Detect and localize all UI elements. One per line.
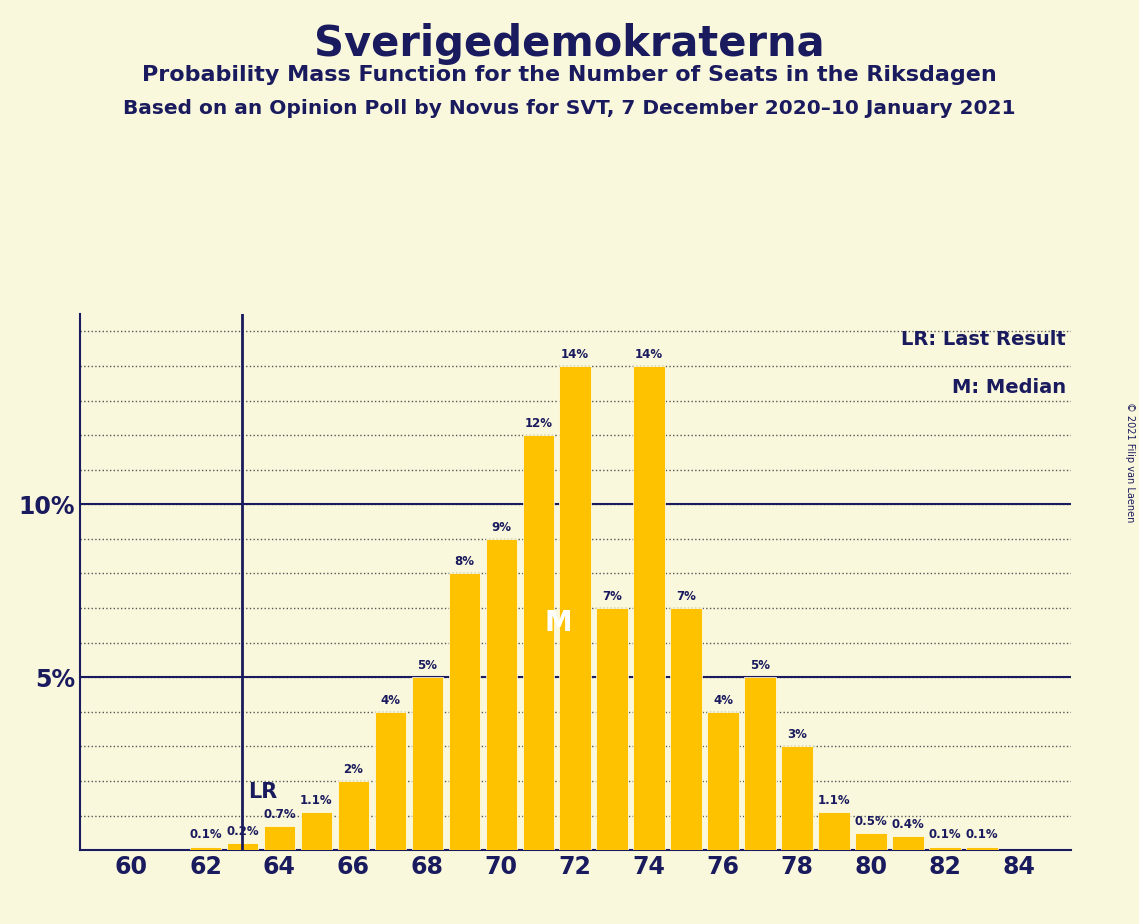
Bar [337, 781, 369, 850]
Text: 7%: 7% [677, 590, 696, 602]
Bar [818, 812, 850, 850]
Text: 9%: 9% [491, 521, 511, 534]
Text: 4%: 4% [713, 694, 734, 707]
Bar [485, 539, 517, 850]
Text: 1.1%: 1.1% [818, 794, 851, 807]
Bar [781, 747, 813, 850]
Text: 2%: 2% [343, 762, 363, 776]
Bar [264, 826, 295, 850]
Text: 1.1%: 1.1% [300, 794, 333, 807]
Bar [633, 366, 665, 850]
Bar [966, 846, 998, 850]
Bar [671, 608, 702, 850]
Bar [929, 846, 960, 850]
Text: 14%: 14% [636, 347, 663, 361]
Text: LR: Last Result: LR: Last Result [901, 330, 1066, 349]
Bar [597, 608, 628, 850]
Bar [190, 846, 221, 850]
Text: 4%: 4% [380, 694, 400, 707]
Bar [559, 366, 591, 850]
Text: 0.4%: 0.4% [892, 818, 925, 831]
Text: 5%: 5% [417, 659, 437, 672]
Text: 0.7%: 0.7% [263, 808, 296, 821]
Bar [707, 711, 739, 850]
Text: 0.1%: 0.1% [966, 829, 998, 842]
Text: Probability Mass Function for the Number of Seats in the Riksdagen: Probability Mass Function for the Number… [142, 65, 997, 85]
Text: © 2021 Filip van Laenen: © 2021 Filip van Laenen [1125, 402, 1134, 522]
Text: 0.5%: 0.5% [854, 815, 887, 828]
Text: 12%: 12% [524, 417, 552, 430]
Text: 0.2%: 0.2% [227, 825, 259, 838]
Bar [449, 574, 480, 850]
Text: 7%: 7% [603, 590, 622, 602]
Bar [745, 677, 776, 850]
Text: LR: LR [248, 782, 277, 802]
Text: Sverigedemokraterna: Sverigedemokraterna [314, 23, 825, 65]
Text: 0.1%: 0.1% [928, 829, 961, 842]
Text: 14%: 14% [562, 347, 589, 361]
Bar [855, 833, 886, 850]
Bar [301, 812, 333, 850]
Bar [375, 711, 405, 850]
Text: M: M [544, 609, 573, 637]
Text: 3%: 3% [787, 728, 808, 741]
Bar [892, 836, 924, 850]
Bar [227, 844, 259, 850]
Text: 8%: 8% [454, 555, 474, 568]
Bar [411, 677, 443, 850]
Text: 5%: 5% [751, 659, 770, 672]
Text: M: Median: M: Median [951, 379, 1066, 397]
Bar [523, 435, 554, 850]
Text: 0.1%: 0.1% [189, 829, 222, 842]
Text: Based on an Opinion Poll by Novus for SVT, 7 December 2020–10 January 2021: Based on an Opinion Poll by Novus for SV… [123, 99, 1016, 118]
